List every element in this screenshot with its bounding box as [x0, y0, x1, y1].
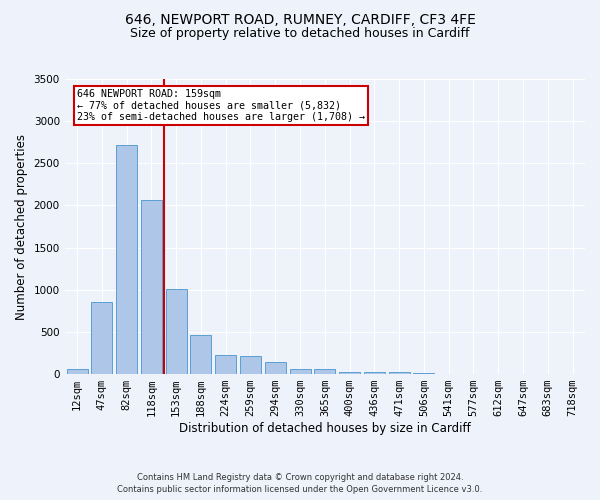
Bar: [141, 200, 162, 374]
Bar: [116, 145, 137, 374]
Bar: [215, 354, 236, 374]
Bar: [389, 372, 410, 374]
Text: Contains public sector information licensed under the Open Government Licence v3: Contains public sector information licen…: [118, 485, 482, 494]
Bar: [67, 369, 88, 374]
Bar: [265, 362, 286, 374]
Text: Contains HM Land Registry data © Crown copyright and database right 2024.: Contains HM Land Registry data © Crown c…: [137, 472, 463, 482]
Text: Size of property relative to detached houses in Cardiff: Size of property relative to detached ho…: [130, 28, 470, 40]
Text: 646 NEWPORT ROAD: 159sqm
← 77% of detached houses are smaller (5,832)
23% of sem: 646 NEWPORT ROAD: 159sqm ← 77% of detach…: [77, 89, 365, 122]
Bar: [290, 368, 311, 374]
Text: 646, NEWPORT ROAD, RUMNEY, CARDIFF, CF3 4FE: 646, NEWPORT ROAD, RUMNEY, CARDIFF, CF3 …: [125, 12, 475, 26]
Bar: [413, 373, 434, 374]
Bar: [166, 289, 187, 374]
Bar: [240, 356, 261, 374]
Bar: [91, 302, 112, 374]
Bar: [364, 372, 385, 374]
Bar: [314, 370, 335, 374]
X-axis label: Distribution of detached houses by size in Cardiff: Distribution of detached houses by size …: [179, 422, 471, 435]
Y-axis label: Number of detached properties: Number of detached properties: [15, 134, 28, 320]
Bar: [190, 336, 211, 374]
Bar: [339, 372, 360, 374]
